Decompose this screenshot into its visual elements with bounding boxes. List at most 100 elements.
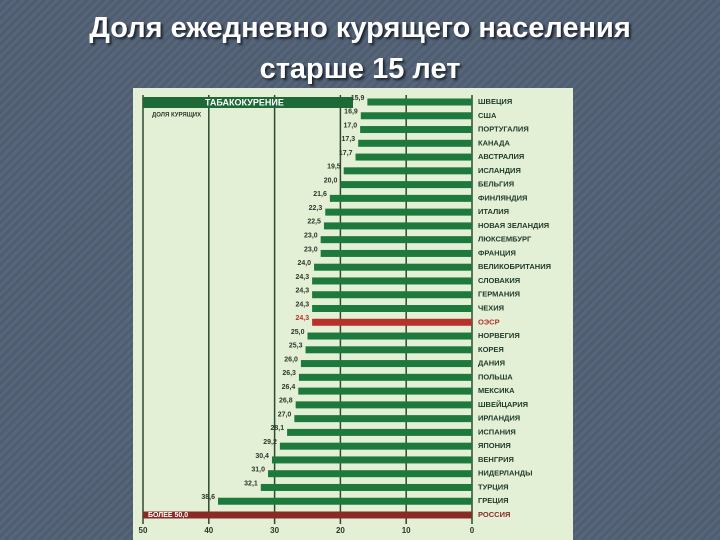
bar — [320, 249, 472, 257]
header-bar — [143, 97, 353, 108]
category-label: ТУРЦИЯ — [478, 482, 509, 491]
x-tick-label: 0 — [470, 526, 475, 535]
value-label: 17,7 — [339, 150, 353, 157]
bar — [305, 346, 472, 354]
bar — [358, 139, 472, 147]
category-label: МЕКСИКА — [478, 386, 515, 395]
value-label: 20,0 — [324, 177, 338, 184]
value-label: 24,3 — [295, 301, 309, 308]
bar — [268, 470, 472, 478]
category-label: КАНАДА — [478, 138, 510, 147]
category-label: ШВЕЙЦАРИЯ — [478, 400, 528, 409]
bar — [367, 98, 472, 106]
category-label: ШВЕЦИЯ — [478, 97, 512, 106]
bar — [298, 387, 472, 395]
value-label: 17,3 — [342, 136, 356, 143]
value-label: 17,0 — [344, 122, 358, 129]
value-label: БОЛЕЕ 50,0 — [148, 512, 188, 519]
value-label: 23,0 — [304, 233, 318, 240]
category-label: АВСТРАЛИЯ — [478, 152, 524, 161]
value-label: 22,5 — [307, 219, 321, 226]
bar — [307, 332, 472, 340]
bar — [312, 305, 472, 312]
category-label: ОЭСР — [478, 317, 500, 326]
bar — [312, 277, 472, 285]
bar — [312, 291, 472, 299]
category-label: КОРЕЯ — [478, 345, 504, 354]
bar — [143, 511, 472, 519]
bar — [329, 194, 472, 202]
category-label: СЛОВАКИЯ — [478, 276, 520, 285]
value-label: 32,1 — [244, 480, 258, 487]
value-label: 15,9 — [351, 95, 365, 102]
value-label: 24,0 — [297, 260, 311, 267]
category-label: НОВАЯ ЗЕЛАНДИЯ — [478, 221, 549, 230]
category-label: ПОЛЬША — [478, 372, 513, 381]
category-label: ГЕРМАНИЯ — [478, 290, 520, 299]
header-label: ТАБАКОКУРЕНИЕ — [205, 97, 284, 107]
category-label: ПОРТУГАЛИЯ — [478, 125, 529, 134]
value-label: 16,9 — [344, 109, 358, 116]
category-label: ЧЕХИЯ — [478, 303, 504, 312]
value-label: 25,3 — [289, 343, 303, 350]
bar — [260, 483, 472, 491]
value-label: 23,0 — [304, 246, 318, 253]
bar — [360, 126, 472, 134]
bar — [279, 442, 472, 450]
value-label: 22,3 — [309, 205, 323, 212]
bar — [312, 318, 472, 326]
bar — [323, 222, 472, 230]
bar — [300, 360, 472, 368]
value-label: 27,0 — [278, 411, 292, 418]
category-label: ЛЮКСЕМБУРГ — [478, 235, 532, 244]
category-label: ИСПАНИЯ — [478, 427, 516, 436]
value-label: 25,0 — [291, 329, 305, 336]
value-label: 21,6 — [313, 191, 327, 198]
value-label: 26,3 — [282, 370, 296, 377]
x-tick-label: 20 — [336, 526, 345, 535]
value-label: 30,4 — [255, 453, 269, 460]
subheader-label: ДОЛЯ КУРЯЩИХ — [152, 113, 201, 119]
value-label: 26,0 — [284, 356, 298, 363]
x-tick-label: 50 — [139, 526, 148, 535]
bar — [314, 263, 472, 271]
value-label: 38,6 — [201, 494, 215, 501]
category-label: ФИНЛЯНДИЯ — [478, 193, 527, 202]
value-label: 29,2 — [263, 439, 277, 446]
x-tick-label: 40 — [204, 526, 213, 535]
bar — [340, 181, 472, 189]
category-label: ИСЛАНДИЯ — [478, 166, 521, 175]
value-label: 28,1 — [270, 425, 284, 432]
category-label: ДАНИЯ — [478, 359, 505, 368]
category-label: ИТАЛИЯ — [478, 207, 509, 216]
bar — [271, 456, 472, 464]
bar — [325, 208, 472, 216]
value-label: 26,4 — [282, 384, 296, 391]
value-label: 24,3 — [295, 274, 309, 281]
category-label: ИРЛАНДИЯ — [478, 414, 520, 423]
category-label: ГРЕЦИЯ — [478, 496, 509, 505]
slide-title: Доля ежедневно курящего населения старше… — [89, 12, 631, 85]
category-label: ЯПОНИЯ — [478, 441, 511, 450]
value-label: 26,8 — [279, 398, 293, 405]
chart-background — [133, 88, 573, 540]
bar — [355, 153, 472, 161]
bar — [343, 167, 472, 175]
x-tick-label: 10 — [402, 526, 411, 535]
x-tick-label: 30 — [270, 526, 279, 535]
bar — [360, 112, 472, 120]
category-label: БЕЛЬГИЯ — [478, 180, 514, 189]
bar — [298, 373, 472, 381]
category-label: ВЕЛИКОБРИТАНИЯ — [478, 262, 551, 271]
bar — [295, 401, 472, 409]
category-label: РОССИЯ — [478, 510, 510, 519]
bar — [287, 428, 472, 436]
category-label: НОРВЕГИЯ — [478, 331, 520, 340]
bar — [218, 497, 472, 505]
category-label: НИДЕРЛАНДЫ — [478, 469, 532, 478]
category-label: ВЕНГРИЯ — [478, 455, 514, 464]
bar — [320, 236, 472, 244]
value-label: 19,5 — [327, 164, 341, 171]
